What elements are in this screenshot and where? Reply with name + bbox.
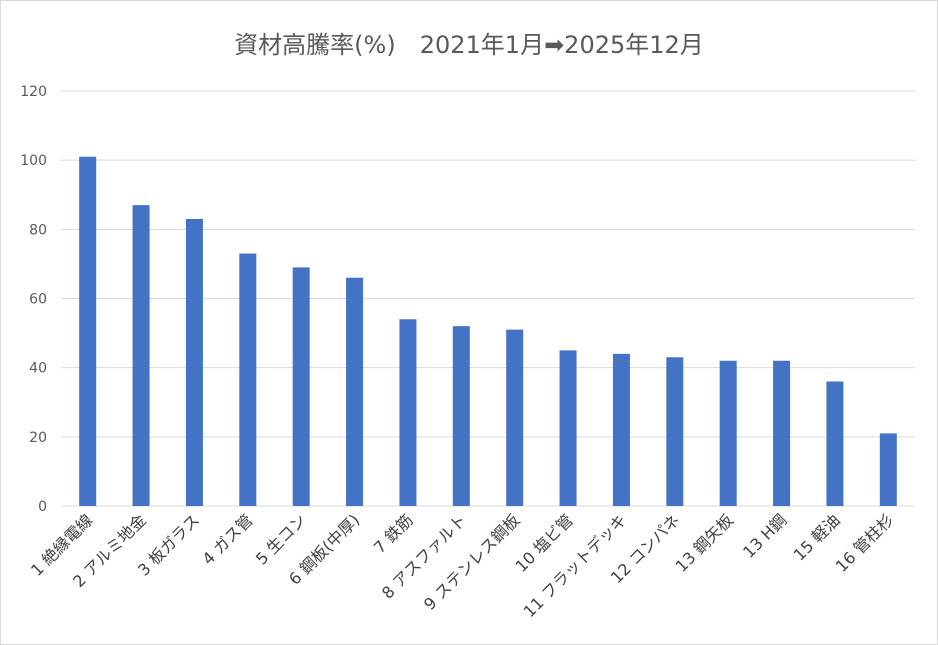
- bar: [132, 205, 150, 506]
- chart-title: 資材高騰率(%) 2021年1月➡2025年12月: [234, 31, 704, 59]
- x-category-label: 15 軽油: [790, 510, 844, 564]
- bars: [79, 156, 897, 507]
- bar: [292, 267, 310, 506]
- bar: [612, 353, 630, 506]
- y-tick-label: 80: [29, 222, 47, 238]
- bar: [79, 156, 97, 507]
- x-category-label: 13 H鋼: [739, 510, 790, 561]
- x-category-label: 7 鉄筋: [370, 510, 417, 557]
- bar: [666, 357, 684, 506]
- y-axis-ticks: 0 20 40 60 80 100 120: [20, 84, 47, 515]
- x-category-label: 9 ステンレス鋼板: [420, 510, 523, 613]
- bar: [559, 350, 577, 506]
- y-tick-label: 40: [29, 361, 47, 377]
- bar: [826, 381, 844, 506]
- bar: [346, 277, 364, 506]
- y-tick-label: 120: [20, 84, 47, 100]
- bar: [719, 360, 737, 506]
- bar: [452, 326, 470, 506]
- bar: [239, 253, 257, 506]
- y-tick-label: 0: [38, 499, 47, 515]
- x-category-label: 13 鋼矢板: [672, 510, 737, 575]
- bar: [506, 329, 524, 506]
- bar: [879, 433, 897, 506]
- y-tick-label: 60: [29, 292, 47, 308]
- y-tick-label: 20: [29, 430, 47, 446]
- x-category-label: 4 ガス管: [198, 510, 256, 568]
- gridlines: [61, 90, 915, 507]
- bar: [399, 319, 417, 506]
- bar: [185, 218, 203, 507]
- x-category-label: 16 管柱杉: [832, 510, 897, 575]
- bar: [773, 360, 791, 506]
- y-tick-label: 100: [20, 153, 47, 169]
